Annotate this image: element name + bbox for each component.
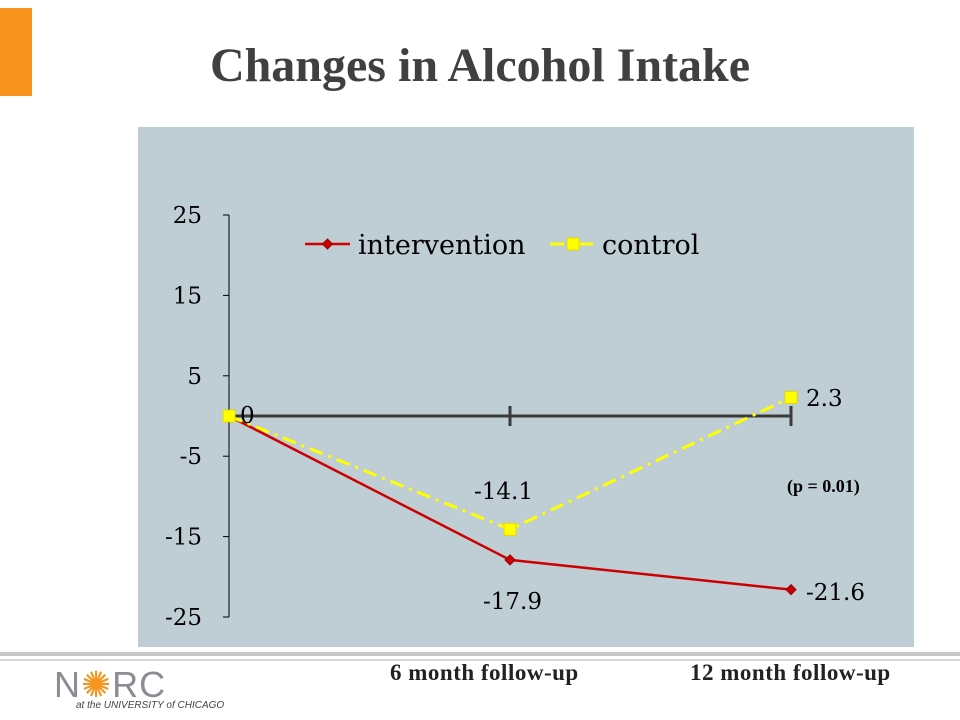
p-value-annotation: (p = 0.01) xyxy=(787,476,860,497)
logo-wordmark: N✺RC xyxy=(54,664,167,705)
y-tick-label: 25 xyxy=(173,203,202,229)
series-layer xyxy=(222,391,798,596)
legend: intervention control xyxy=(305,230,699,261)
y-tick-label: 15 xyxy=(173,283,202,309)
footer-divider xyxy=(0,652,960,656)
data-label-control-12mo: 2.3 xyxy=(806,386,843,412)
marker-control xyxy=(784,391,798,405)
logo-subtitle: at the UNIVERSITY of CHICAGO xyxy=(76,700,225,711)
y-tick-label: -15 xyxy=(165,525,202,551)
marker-control xyxy=(503,522,517,536)
footer-divider-secondary xyxy=(0,659,960,661)
legend-marker-control xyxy=(566,237,580,251)
data-label-control-6mo: -14.1 xyxy=(474,479,533,505)
legend-label-control: control xyxy=(602,230,699,261)
marker-intervention xyxy=(785,583,797,596)
data-label-intervention-12mo: -21.6 xyxy=(806,580,865,606)
legend-marker-intervention xyxy=(321,238,334,250)
marker-control xyxy=(222,409,236,423)
data-label-intervention-6mo: -17.9 xyxy=(483,589,542,615)
x-category-12-month: 12 month follow-up xyxy=(690,660,891,685)
y-tick-label: -25 xyxy=(165,605,202,631)
legend-label-intervention: intervention xyxy=(358,230,526,261)
norc-logo: N✺RC at the UNIVERSITY of CHICAGO xyxy=(54,664,244,716)
labels-layer: 0 -14.1 -17.9 2.3 -21.6 (p = 0.01) xyxy=(240,386,865,615)
page-title: Changes in Alcohol Intake xyxy=(209,39,751,92)
y-tick-label: -5 xyxy=(180,444,202,470)
axes: 25 15 5 -5 -15 -25 xyxy=(165,203,793,631)
marker-intervention xyxy=(504,554,516,566)
x-category-6-month: 6 month follow-up xyxy=(390,660,579,685)
y-tick-label: 5 xyxy=(187,364,202,390)
accent-bar xyxy=(0,8,32,96)
plot-background xyxy=(138,127,914,647)
data-label-baseline: 0 xyxy=(240,403,255,429)
